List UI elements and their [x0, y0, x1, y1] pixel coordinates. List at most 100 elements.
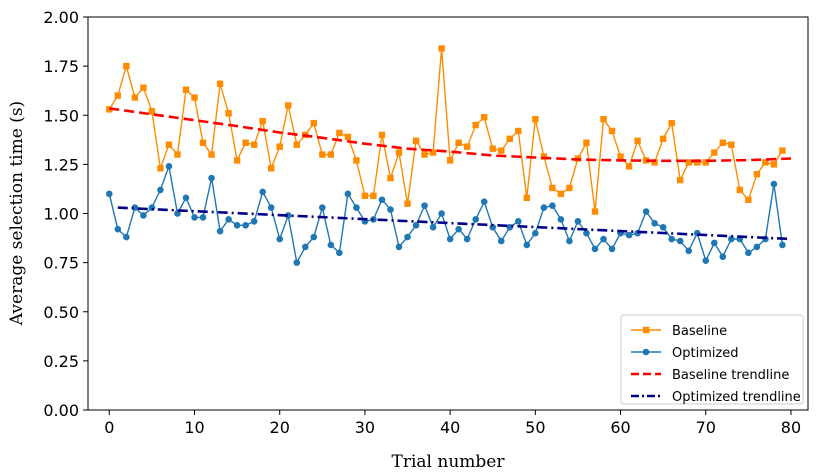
data-point [762, 159, 769, 166]
data-point [353, 157, 360, 164]
y-axis-ticks: 0.00 0.25 0.50 0.75 1.00 1.25 1.50 1.75 2.00 [43, 8, 88, 420]
data-point [140, 212, 147, 219]
data-point [233, 221, 241, 229]
data-point [404, 200, 411, 207]
data-point [489, 223, 497, 231]
x-tick-label: 80 [781, 418, 801, 437]
data-point [506, 135, 513, 143]
legend-frame [620, 314, 804, 405]
data-point [463, 143, 471, 150]
data-point [208, 174, 215, 182]
data-point [114, 225, 122, 233]
data-point [676, 237, 684, 245]
y-tick-label: 1.50 [43, 106, 79, 125]
data-point [591, 208, 599, 215]
data-point [319, 204, 326, 211]
data-point [157, 186, 164, 194]
data-point [174, 210, 181, 217]
data-point [327, 241, 335, 249]
data-point [182, 194, 190, 202]
data-point [719, 139, 726, 146]
data-point [481, 114, 488, 121]
data-point [583, 139, 590, 146]
data-point [779, 147, 786, 154]
data-point [259, 188, 266, 196]
data-point [770, 180, 778, 188]
data-point [327, 151, 335, 158]
data-point [216, 80, 224, 88]
data-point [412, 137, 420, 144]
data-point [668, 235, 675, 243]
y-tick-label: 1.25 [43, 155, 79, 174]
data-point [131, 94, 139, 101]
data-point [446, 157, 454, 164]
data-point [353, 204, 360, 211]
y-tick-label: 0.00 [43, 401, 79, 420]
data-point [344, 133, 352, 141]
data-point [557, 216, 565, 223]
data-point [182, 86, 190, 93]
data-point [745, 196, 752, 203]
data-point [463, 235, 471, 243]
data-point [514, 218, 522, 225]
data-point [148, 108, 156, 115]
legend: Baseline Optimized Baseline trendline Optim… [620, 314, 804, 405]
data-point [395, 149, 403, 156]
data-point [651, 220, 658, 227]
legend-label: Optimized trendline [672, 390, 801, 405]
data-point [472, 216, 479, 223]
data-point [702, 257, 710, 264]
series-layer [106, 45, 792, 266]
series-line [117, 206, 792, 241]
data-point [276, 143, 283, 150]
data-point [310, 233, 318, 241]
data-point [199, 214, 207, 221]
data-point [370, 192, 377, 200]
data-point [472, 121, 479, 129]
data-point [566, 184, 573, 192]
data-point [387, 174, 394, 182]
legend-label: Baseline [672, 324, 727, 339]
data-point [685, 159, 692, 166]
data-point [250, 141, 258, 148]
data-point [659, 223, 667, 231]
data-point [745, 249, 752, 257]
data-point [412, 221, 420, 229]
data-point [728, 141, 735, 148]
data-point [429, 223, 437, 231]
data-point [225, 216, 232, 223]
data-point [497, 237, 505, 245]
data-point [617, 153, 624, 160]
y-tick-label: 0.25 [43, 352, 79, 371]
data-point [250, 218, 258, 225]
data-point [532, 115, 539, 123]
data-point [676, 176, 684, 184]
x-tick-label: 50 [525, 418, 545, 437]
data-point [293, 141, 300, 148]
data-point [157, 165, 164, 172]
x-tick-label: 30 [355, 418, 375, 437]
x-axis-ticks: 0 10 20 30 40 50 60 70 80 [104, 410, 801, 437]
data-point [395, 243, 403, 251]
data-point [429, 149, 437, 156]
data-point [659, 135, 667, 143]
data-point [642, 157, 650, 164]
data-point [259, 117, 266, 125]
data-point [651, 159, 658, 166]
data-point [591, 245, 599, 253]
data-point [446, 235, 454, 243]
data-point [574, 218, 582, 225]
data-point [710, 239, 718, 247]
y-tick-label: 1.00 [43, 205, 79, 224]
data-point [199, 139, 207, 146]
data-point [378, 196, 386, 204]
data-point [284, 212, 292, 219]
data-point [267, 165, 275, 172]
data-point [694, 159, 701, 166]
data-point [361, 192, 369, 200]
data-point [455, 139, 462, 146]
data-point [140, 84, 147, 91]
data-point [336, 129, 343, 137]
data-point [191, 214, 198, 221]
data-point [702, 159, 709, 166]
